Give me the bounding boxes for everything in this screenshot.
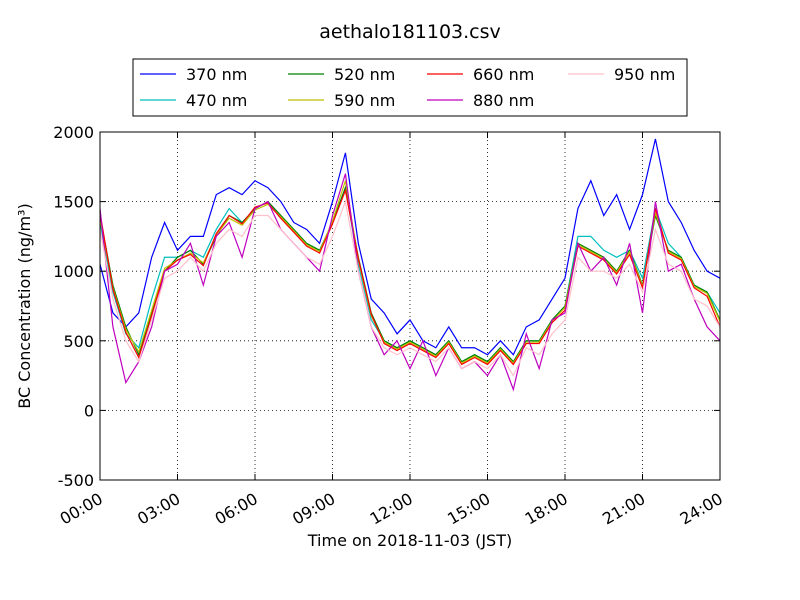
legend-box — [132, 58, 688, 117]
legend-label: 660 nm — [473, 65, 534, 84]
series-line — [100, 199, 720, 377]
x-axis-label: Time on 2018-11-03 (JST) — [307, 531, 512, 550]
y-tick-label: -500 — [58, 471, 94, 490]
legend-label: 950 nm — [614, 65, 675, 84]
legend-label: 370 nm — [186, 65, 247, 84]
series-line — [100, 188, 720, 366]
legend-label: 520 nm — [334, 65, 395, 84]
legend: 370 nm 470 nm 520 nm 590 nm 660 nm 880 nm 950 … — [140, 65, 675, 110]
series-line — [100, 173, 720, 392]
series-line — [100, 138, 720, 356]
y-axis-label: BC Concentration (ng/m³) — [15, 203, 34, 408]
y-tick-label: 0 — [84, 401, 94, 420]
chart-title: aethalo181103.csv — [319, 21, 501, 43]
series-line — [100, 180, 720, 365]
legend-label: 880 nm — [473, 91, 534, 110]
lines — [100, 138, 720, 392]
legend-label: 590 nm — [334, 91, 395, 110]
y-tick-label: 500 — [63, 332, 94, 351]
y-tick-label: 1500 — [53, 193, 94, 212]
y-tick-label: 1000 — [53, 262, 94, 281]
legend-label: 470 nm — [186, 91, 247, 110]
y-tick-label: 2000 — [53, 123, 94, 142]
